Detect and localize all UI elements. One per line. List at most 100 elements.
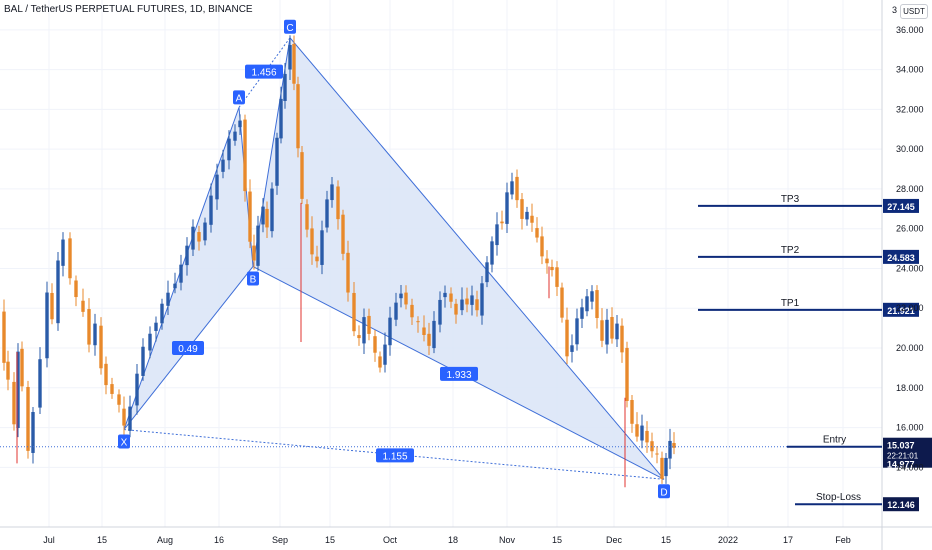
candle-body: [336, 186, 340, 220]
candle-body: [438, 299, 442, 325]
axis-cut-label: 3: [892, 5, 898, 15]
candle-body: [26, 386, 30, 451]
pattern-triangle-bcd: [252, 36, 665, 480]
candle-body: [362, 317, 366, 344]
ratio-xb-label: 0.49: [178, 344, 198, 355]
pattern-point-a: A: [236, 93, 243, 104]
x-tick-label: 15: [97, 535, 107, 545]
candle-body: [595, 290, 599, 319]
candle-body: [640, 425, 644, 441]
candle-body: [31, 412, 35, 453]
candle-body: [122, 408, 126, 426]
pattern-point-x-bg: [118, 434, 130, 449]
candle-body: [305, 204, 309, 230]
ratio-xd-label-bg: [376, 448, 414, 463]
candle-body: [209, 195, 213, 225]
candle-body: [252, 245, 256, 261]
x-tick-label: 15: [325, 535, 335, 545]
candle-body: [203, 222, 207, 241]
pattern-point-c-bg: [284, 19, 296, 34]
candle-body: [454, 303, 458, 315]
ratio-ac-label-bg: [245, 64, 283, 79]
candle-body: [2, 311, 6, 363]
candle-body: [367, 315, 371, 334]
candle-body: [300, 152, 304, 199]
candle-body: [565, 319, 569, 357]
candle-body: [148, 333, 152, 351]
candle-body: [110, 384, 114, 394]
x-tick-label: Feb: [835, 535, 851, 545]
candle-body: [346, 252, 350, 293]
y-tick-label: 24.000: [896, 263, 924, 273]
candle-body: [87, 309, 91, 345]
candle-body: [243, 119, 247, 192]
x-tick-label: 15: [661, 535, 671, 545]
candle-body: [315, 256, 319, 262]
candle-body: [61, 239, 65, 266]
candle-body: [515, 176, 519, 201]
x-tick-label: Oct: [383, 535, 398, 545]
ratio-xd-label: 1.155: [382, 451, 407, 462]
y-tick-label: 36.000: [896, 25, 924, 35]
candle-body: [93, 323, 97, 346]
level-price-tag-bg: [883, 198, 919, 213]
candle-body: [416, 321, 420, 323]
pattern-point-b-bg: [247, 271, 259, 286]
current-price-countdown: 22:21:01: [887, 452, 919, 461]
candle-body: [530, 215, 534, 223]
candle-body: [470, 295, 474, 305]
candle-body: [560, 287, 564, 318]
candle-body: [460, 299, 464, 311]
candle-body: [505, 192, 509, 224]
candle-body: [635, 424, 639, 437]
candle-body: [490, 241, 494, 265]
y-tick-label: 20.000: [896, 343, 924, 353]
candle-body: [238, 120, 242, 128]
candle-body: [404, 292, 408, 305]
candle-body: [352, 292, 356, 332]
candle-body: [510, 181, 514, 195]
candle-body: [388, 317, 392, 346]
current-price-tag-bg: [883, 437, 932, 468]
candle-body: [465, 298, 469, 305]
y-tick-label: 18.000: [896, 383, 924, 393]
candle-body: [422, 327, 426, 336]
candle-body: [645, 430, 649, 443]
candle-body: [12, 381, 16, 425]
x-tick-label: Sep: [272, 535, 288, 545]
candle-body: [45, 292, 49, 359]
candle-body: [600, 320, 604, 341]
ratio-bd-label-bg: [440, 366, 478, 381]
candle-body: [270, 188, 274, 232]
candle-body: [74, 280, 78, 298]
candle-body: [154, 322, 158, 331]
candle-body: [166, 292, 170, 306]
currency-badge[interactable]: USDT: [900, 4, 928, 19]
y-tick-label: 34.000: [896, 65, 924, 75]
candle-body: [310, 228, 314, 255]
level-price-tp3: 27.145: [887, 202, 915, 212]
x-tick-label: 15: [552, 535, 562, 545]
x-tick-label: Aug: [157, 535, 173, 545]
chart-title: BAL / TetherUS PERPETUAL FUTURES, 1D, BI…: [4, 4, 253, 15]
pattern-point-b: B: [250, 274, 257, 285]
candle-body: [615, 323, 619, 340]
candle-body: [410, 304, 414, 318]
candle-body: [585, 296, 589, 312]
candle-body: [179, 264, 183, 283]
candle-body: [655, 453, 659, 455]
candle-body: [668, 440, 672, 459]
candle-body: [275, 137, 279, 186]
candle-body: [117, 394, 121, 405]
candle-body: [20, 348, 24, 387]
candle-body: [99, 325, 103, 369]
candle-body: [672, 443, 676, 448]
pattern-point-a-bg: [233, 90, 245, 105]
candle-body: [56, 260, 60, 324]
current-price-value: 15.037: [887, 441, 915, 451]
level-price-tag-bg: [883, 249, 919, 264]
y-tick-label: 22.000: [896, 303, 924, 313]
y-tick-label: 32.000: [896, 104, 924, 114]
